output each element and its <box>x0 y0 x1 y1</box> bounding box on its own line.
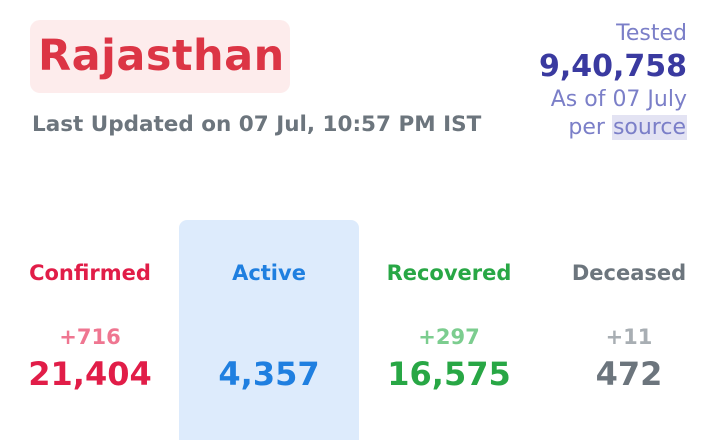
stat-deceased[interactable]: Deceased +11 472 <box>539 258 719 395</box>
stat-delta: +297 <box>418 325 480 349</box>
tested-source-line: per source <box>539 114 687 142</box>
stat-label: Confirmed <box>29 261 151 285</box>
stat-value: 472 <box>595 355 663 393</box>
stat-delta: +11 <box>605 325 653 349</box>
source-link[interactable]: source <box>611 115 687 140</box>
stat-delta <box>179 323 359 351</box>
last-updated-text: Last Updated on 07 Jul, 10:57 PM IST <box>32 112 482 137</box>
stat-confirmed[interactable]: Confirmed +716 21,404 <box>0 258 180 395</box>
stat-delta: +716 <box>59 325 121 349</box>
state-name-badge: Rajasthan <box>30 20 290 93</box>
per-label: per <box>568 115 605 140</box>
stat-value: 21,404 <box>28 355 152 393</box>
stat-active[interactable]: Active 4,357 <box>179 258 359 395</box>
stat-value: 16,575 <box>387 355 511 393</box>
tested-label: Tested <box>616 21 687 46</box>
stat-label: Recovered <box>386 261 512 285</box>
stat-value: 4,357 <box>218 355 320 393</box>
state-name: Rajasthan <box>38 31 285 81</box>
tested-as-of: As of 07 July <box>550 87 687 112</box>
tested-summary: Tested 9,40,758 As of 07 July per source <box>539 20 687 142</box>
stat-label: Active <box>232 261 306 285</box>
stat-label: Deceased <box>571 261 687 285</box>
active-highlight <box>179 220 359 440</box>
tested-value: 9,40,758 <box>538 49 687 84</box>
stat-recovered[interactable]: Recovered +297 16,575 <box>359 258 539 395</box>
